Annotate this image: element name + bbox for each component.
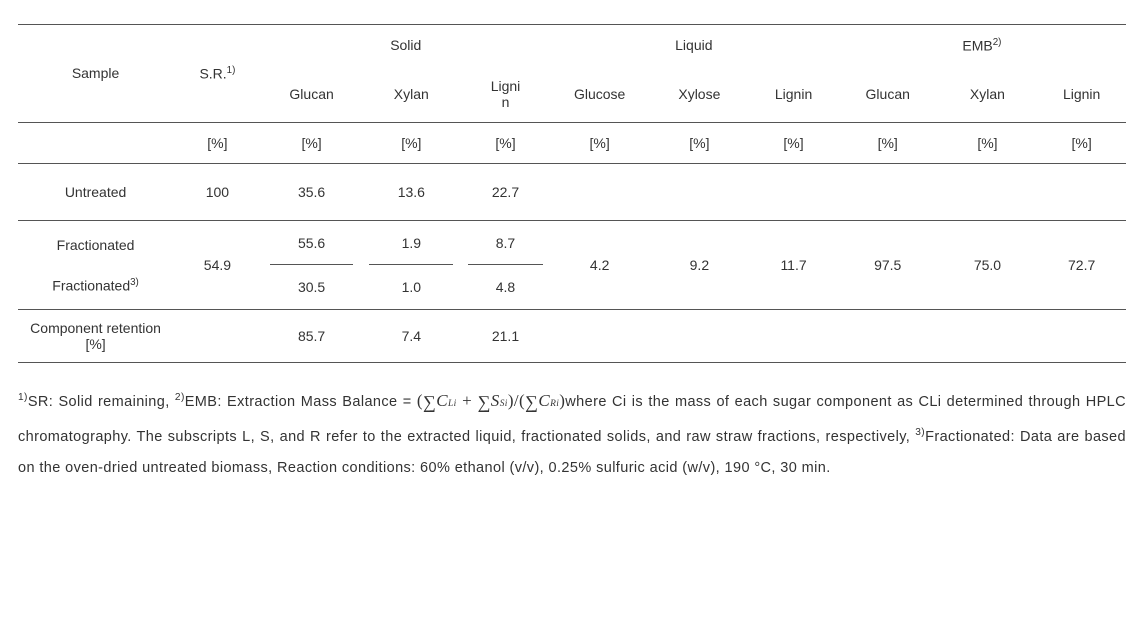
col-liquid-glucose: Glucose (550, 66, 650, 123)
foot-text: SR: Solid remaining, (28, 394, 175, 410)
unit: [%] (838, 122, 938, 163)
col-sample: Sample (18, 25, 173, 123)
unit: [%] (173, 122, 262, 163)
unit: [%] (749, 122, 838, 163)
col-emb-xylan: Xylan (938, 66, 1038, 123)
data-table: Sample S.R.1) Solid Liquid EMB2) Glucan … (18, 24, 1126, 363)
sr-text: S.R. (199, 66, 226, 82)
emb-text: EMB (962, 38, 992, 54)
cell: 55.6 (262, 220, 362, 265)
cell: 4.2 (550, 220, 650, 310)
foot-sup-1: 1) (18, 392, 28, 403)
cell: 13.6 (361, 163, 461, 220)
table-row: Component retention [%] 85.7 7.4 21.1 (18, 310, 1126, 363)
foot-sup-2: 2) (175, 392, 185, 403)
group-solid: Solid (262, 25, 550, 66)
foot-sup-3: 3) (915, 427, 925, 438)
cell: 8.7 (461, 220, 550, 265)
row-label: Fractionated (18, 220, 173, 265)
unit: [%] (262, 122, 362, 163)
row-label: Fractionated3) (18, 265, 173, 310)
cell: 11.7 (749, 220, 838, 310)
emb-sup: 2) (993, 37, 1002, 48)
cell: 35.6 (262, 163, 362, 220)
cell: 75.0 (938, 220, 1038, 310)
cell: 9.2 (650, 220, 750, 310)
unit: [%] (650, 122, 750, 163)
cell: 4.8 (461, 265, 550, 310)
cell: 30.5 (262, 265, 362, 310)
col-sr: S.R.1) (173, 25, 262, 123)
fract-sup: 3) (130, 277, 139, 288)
group-liquid: Liquid (550, 25, 838, 66)
col-emb-glucan: Glucan (838, 66, 938, 123)
cell: 97.5 (838, 220, 938, 310)
unit: [%] (1037, 122, 1126, 163)
unit: [%] (461, 122, 550, 163)
row-label: Component retention [%] (18, 310, 173, 363)
cell: 72.7 (1037, 220, 1126, 310)
col-solid-xylan: Xylan (361, 66, 461, 123)
cell: 100 (173, 163, 262, 220)
foot-text: EMB: Extraction Mass Balance = (185, 394, 417, 410)
cell: 21.1 (461, 310, 550, 363)
cell: 1.9 (361, 220, 461, 265)
row-label: Untreated (18, 163, 173, 220)
unit: [%] (938, 122, 1038, 163)
cell: 7.4 (361, 310, 461, 363)
col-liquid-xylose: Xylose (650, 66, 750, 123)
sr-sup: 1) (227, 65, 236, 76)
table-row: Fractionated 54.9 55.6 1.9 8.7 4.2 9.2 1… (18, 220, 1126, 265)
col-solid-lignin: Ligni n (461, 66, 550, 123)
group-emb: EMB2) (838, 25, 1126, 66)
table-row: Untreated 100 35.6 13.6 22.7 (18, 163, 1126, 220)
col-liquid-lignin: Lignin (749, 66, 838, 123)
cell: 1.0 (361, 265, 461, 310)
cell: 54.9 (173, 220, 262, 310)
col-emb-lignin: Lignin (1037, 66, 1126, 123)
unit: [%] (550, 122, 650, 163)
table-caption: 1)SR: Solid remaining, 2)EMB: Extraction… (18, 383, 1126, 483)
cell: 22.7 (461, 163, 550, 220)
cell: 85.7 (262, 310, 362, 363)
col-solid-glucan: Glucan (262, 66, 362, 123)
unit: [%] (361, 122, 461, 163)
